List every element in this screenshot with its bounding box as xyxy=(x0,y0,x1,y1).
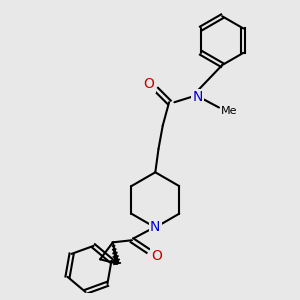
Text: N: N xyxy=(150,220,160,235)
Text: O: O xyxy=(143,77,155,91)
Text: N: N xyxy=(193,90,203,104)
Text: Me: Me xyxy=(221,106,238,116)
Text: O: O xyxy=(151,249,162,263)
Polygon shape xyxy=(113,242,119,264)
